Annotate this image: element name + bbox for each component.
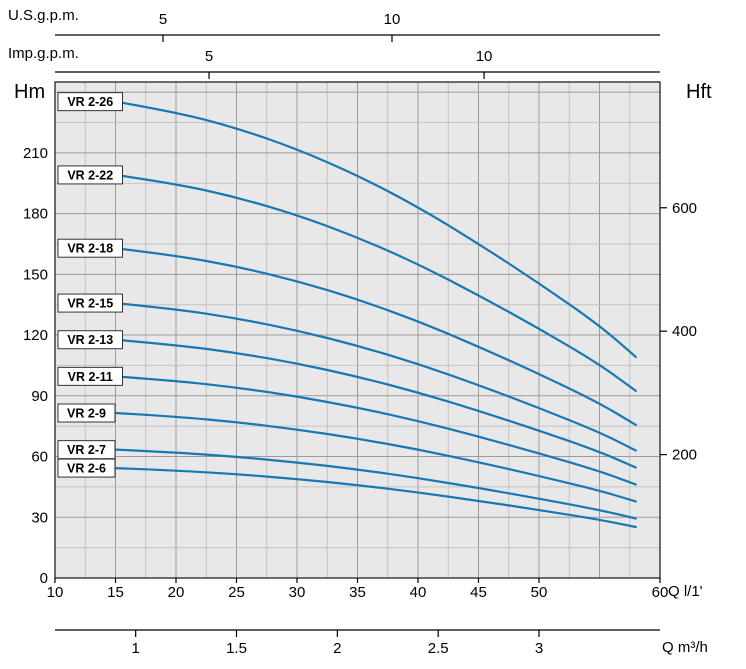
m3h-tick-label: 1.5 — [226, 640, 247, 657]
y-tick-label-m: 60 — [31, 449, 48, 466]
x-tick-label-l-min: 35 — [349, 584, 366, 601]
y-tick-label-ft: 600 — [672, 200, 697, 217]
curve-label-vr-2-15: VR 2-15 — [67, 297, 113, 311]
imp-gpm-tick-label: 5 — [205, 48, 213, 65]
y-tick-label-m: 180 — [23, 206, 48, 223]
x-tick-label-l-min: 45 — [470, 584, 487, 601]
curve-label-box-vr-2-26 — [57, 92, 123, 112]
x-tick-label-l-min: 50 — [531, 584, 548, 601]
curve-vr-2-11 — [114, 375, 637, 486]
y-tick-label-m: 90 — [31, 388, 48, 405]
y-tick-label-m: 150 — [23, 266, 48, 283]
curve-vr-2-13 — [114, 338, 637, 469]
head-m-axis-label: Hm — [14, 81, 46, 103]
y-tick-label-m: 210 — [23, 145, 48, 162]
curve-vr-2-9 — [114, 411, 637, 503]
y-tick-label-m: 0 — [40, 570, 48, 587]
curve-label-box-vr-2-15 — [57, 293, 123, 313]
curve-label-box-vr-2-11 — [57, 366, 123, 386]
x-tick-label-l-min: 25 — [228, 584, 245, 601]
curve-label-box-vr-2-13 — [57, 330, 123, 350]
curve-label-box-vr-2-22 — [57, 165, 123, 185]
us-gpm-tick-label: 10 — [384, 11, 401, 28]
curve-vr-2-7 — [114, 448, 637, 520]
head-ft-axis-label: Hft — [686, 81, 712, 103]
curve-label-vr-2-22: VR 2-22 — [67, 168, 113, 182]
y-tick-label-ft: 400 — [672, 323, 697, 340]
x-tick-label-l-min: 30 — [289, 584, 306, 601]
y-tick-label-ft: 200 — [672, 447, 697, 464]
us-gpm-axis-label: U.S.g.p.m. — [8, 7, 79, 24]
flow-l-min-axis-label: Q l/1' — [668, 583, 703, 600]
curve-label-box-vr-2-6 — [57, 458, 116, 478]
m3h-tick-label: 3 — [535, 640, 543, 657]
x-tick-label-l-min: 10 — [47, 584, 64, 601]
curve-vr-2-26 — [114, 100, 637, 358]
m3h-tick-label: 2 — [333, 640, 341, 657]
curve-label-vr-2-11: VR 2-11 — [68, 370, 113, 384]
y-tick-label-m: 120 — [23, 327, 48, 344]
curve-label-vr-2-13: VR 2-13 — [67, 333, 113, 347]
x-tick-label-l-min: 40 — [410, 584, 427, 601]
flow-m3h-axis-label: Q m³/h — [662, 639, 708, 656]
curve-label-vr-2-26: VR 2-26 — [67, 95, 113, 109]
curve-label-vr-2-9: VR 2-9 — [67, 407, 106, 421]
m3h-tick-label: 1 — [131, 640, 139, 657]
curve-vr-2-15 — [114, 302, 637, 452]
curve-label-vr-2-18: VR 2-18 — [67, 242, 113, 256]
curve-label-box-vr-2-18 — [57, 238, 123, 258]
curve-vr-2-6 — [114, 467, 637, 529]
m3h-tick-label: 2.5 — [428, 640, 449, 657]
y-tick-label-m: 30 — [31, 509, 48, 526]
curve-label-vr-2-7: VR 2-7 — [67, 443, 106, 457]
x-tick-label-l-min: 20 — [168, 584, 185, 601]
curve-vr-2-18 — [114, 247, 637, 426]
us-gpm-tick-label: 5 — [159, 11, 167, 28]
imp-gpm-tick-label: 10 — [476, 48, 493, 65]
curve-label-vr-2-6: VR 2-6 — [67, 462, 106, 476]
imp-gpm-axis-label: Imp.g.p.m. — [8, 45, 79, 62]
curve-label-box-vr-2-9 — [57, 403, 116, 423]
x-tick-label-l-min: 60 — [652, 584, 669, 601]
curve-vr-2-22 — [114, 173, 637, 392]
x-tick-label-l-min: 15 — [107, 584, 124, 601]
